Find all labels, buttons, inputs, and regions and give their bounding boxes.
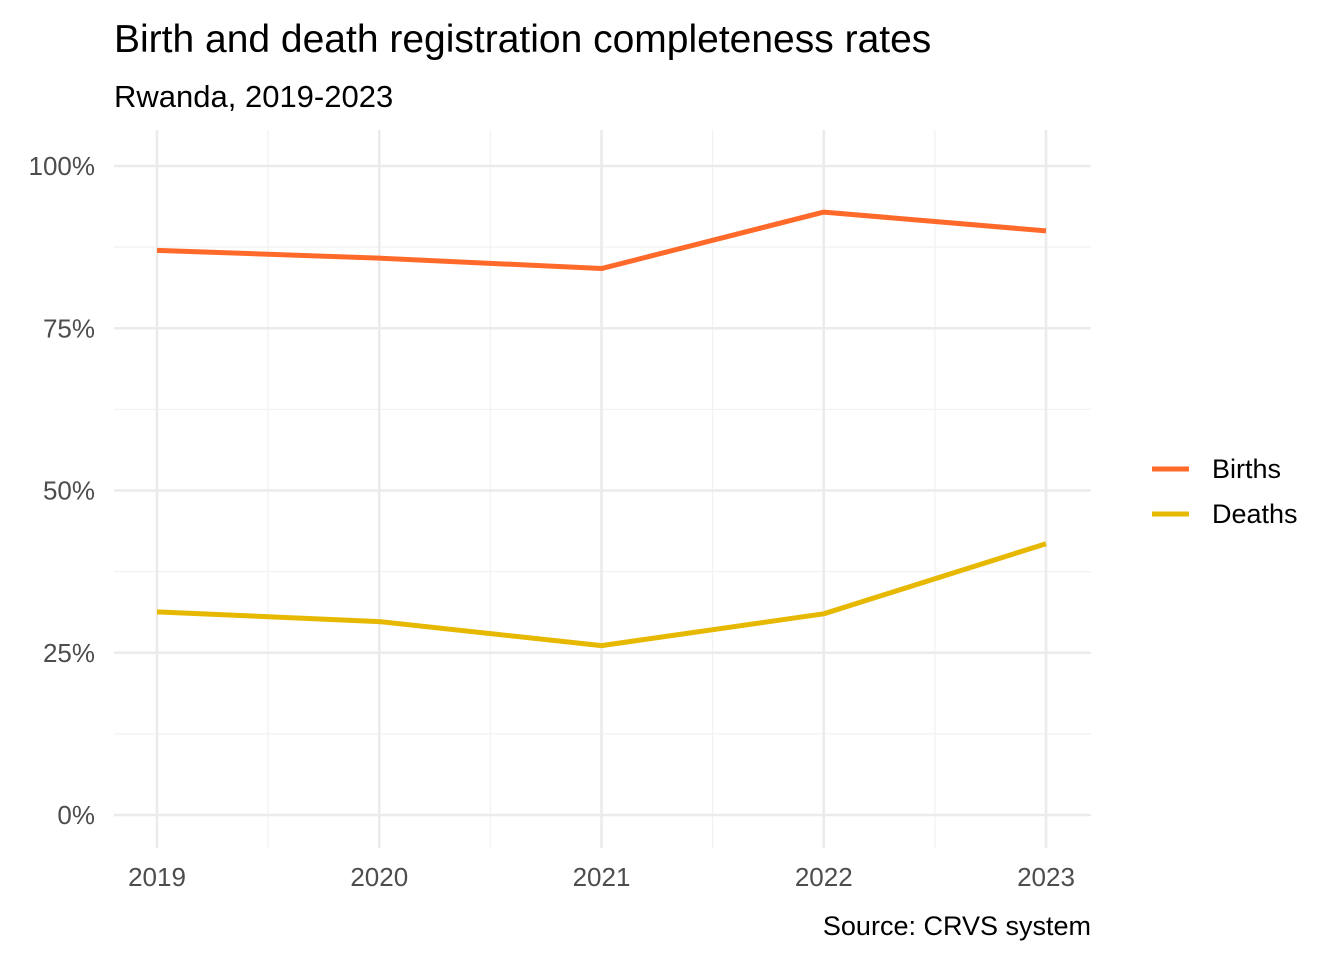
y-tick-label: 50% <box>43 476 95 506</box>
y-tick-label: 75% <box>43 313 95 343</box>
chart-caption: Source: CRVS system <box>823 911 1091 941</box>
x-tick-label: 2021 <box>573 862 631 892</box>
chart-title: Birth and death registration completenes… <box>114 18 931 61</box>
y-tick-label: 0% <box>57 800 95 830</box>
x-axis-tick-labels: 2019 2020 2021 2022 2023 <box>128 862 1075 892</box>
x-tick-label: 2023 <box>1017 862 1075 892</box>
x-tick-label: 2020 <box>350 862 408 892</box>
series-lines <box>156 209 1047 649</box>
y-tick-label: 25% <box>43 638 95 668</box>
legend: Births Deaths <box>1152 454 1298 529</box>
y-axis-tick-labels: 0% 25% 50% 75% 100% <box>29 151 96 830</box>
x-tick-label: 2019 <box>128 862 186 892</box>
legend-label-deaths: Deaths <box>1212 499 1298 529</box>
major-gridlines <box>114 130 1091 848</box>
chart-subtitle: Rwanda, 2019-2023 <box>114 79 393 114</box>
legend-label-births: Births <box>1212 454 1281 484</box>
y-tick-label: 100% <box>29 151 96 181</box>
x-tick-label: 2022 <box>795 862 853 892</box>
